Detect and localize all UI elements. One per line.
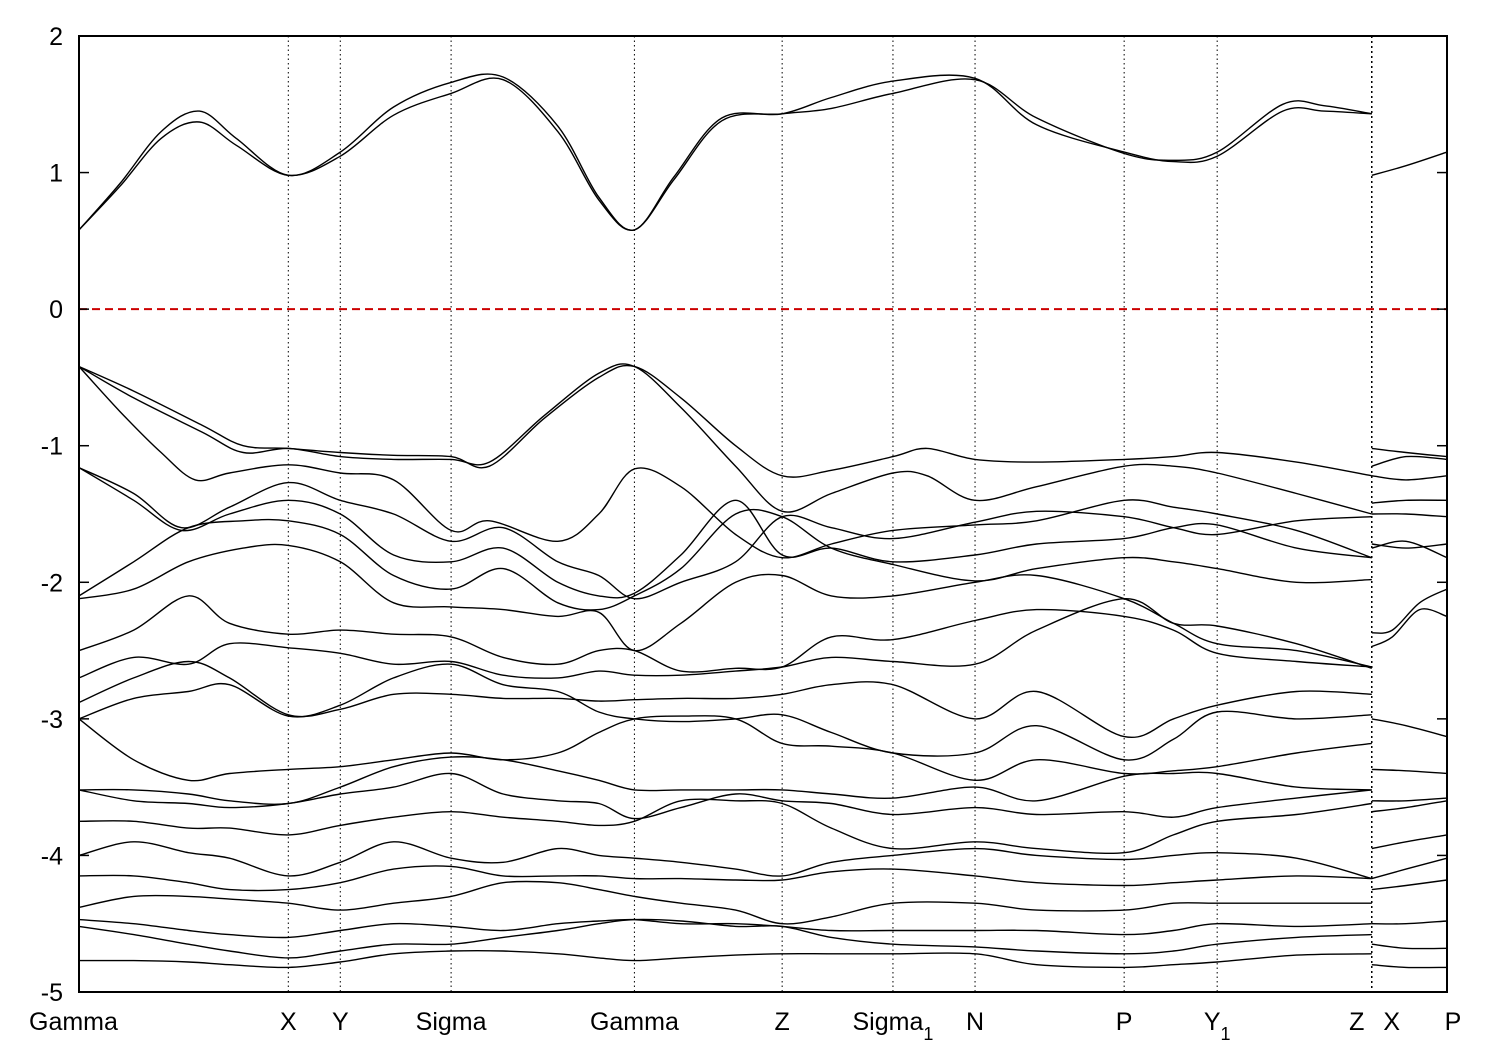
x-tick-label: Gamma — [29, 1008, 118, 1036]
x-tick-label: N — [966, 1008, 984, 1036]
band-line — [1371, 455, 1448, 467]
band-line — [78, 880, 1372, 925]
x-axis-ticks: Gamma X Y Sigma Gamma Z Sigma1 N P Y1 Z X P — [29, 1008, 1461, 1044]
band-line — [1371, 543, 1448, 549]
y-tick-label: 1 — [49, 160, 63, 188]
band-line — [78, 466, 1372, 600]
band-line — [78, 663, 1372, 761]
band-line — [78, 918, 1372, 959]
x-tick-label: Y1 — [1204, 1008, 1231, 1044]
band-line — [78, 798, 1372, 855]
band-line — [1371, 943, 1448, 950]
x-tick-label: X — [1383, 1008, 1400, 1036]
band-line — [78, 77, 1372, 231]
band-line — [1371, 964, 1448, 969]
band-line — [78, 363, 1372, 515]
x-tick-label: Z — [775, 1008, 790, 1036]
band-line — [1371, 768, 1448, 775]
band-line — [1371, 151, 1448, 176]
y-tick-label: -4 — [41, 842, 63, 870]
band-line — [1371, 447, 1448, 458]
band-line — [1371, 499, 1448, 504]
x-tick-label: Z — [1349, 1008, 1364, 1036]
x-tick-label: Sigma — [416, 1008, 487, 1036]
band-line — [1371, 540, 1448, 559]
x-tick-label: P — [1116, 1008, 1133, 1036]
band-line — [1371, 834, 1448, 850]
plot-frame — [78, 35, 1448, 993]
y-tick-label: 0 — [49, 296, 63, 324]
x-tick-label: P — [1445, 1008, 1462, 1036]
x-tick-label: Y — [332, 1008, 349, 1036]
band-line — [78, 950, 1372, 969]
band-line — [78, 595, 1372, 673]
band-line — [1371, 800, 1448, 813]
y-tick-label: -2 — [41, 569, 63, 597]
band-line — [1371, 797, 1448, 802]
y-tick-label: -3 — [41, 706, 63, 734]
band-line — [78, 597, 1373, 679]
y-tick-label: -1 — [41, 433, 63, 461]
band-line — [78, 508, 1372, 611]
band-line — [1371, 475, 1448, 481]
band-line — [1371, 608, 1448, 648]
band-line — [1371, 718, 1448, 738]
x-tick-label: X — [280, 1008, 297, 1036]
band-series — [78, 73, 1448, 969]
y-axis-ticks: 2 1 0 -1 -2 -3 -4 -5 — [41, 23, 1447, 1007]
band-line — [78, 865, 1372, 892]
band-line — [78, 366, 1373, 559]
y-tick-label: 2 — [49, 23, 63, 51]
band-line — [78, 772, 1372, 820]
band-line — [78, 841, 1372, 880]
band-line — [78, 73, 1372, 231]
x-tick-label: Gamma — [590, 1008, 679, 1036]
band-line — [78, 660, 1372, 739]
band-line — [1371, 857, 1448, 880]
band-line — [78, 543, 1372, 668]
band-line — [1371, 920, 1448, 925]
band-line — [78, 466, 1372, 599]
band-line — [1371, 513, 1448, 518]
band-line — [78, 918, 1372, 939]
band-line — [1371, 879, 1448, 891]
x-tick-label: Sigma1 — [853, 1008, 934, 1044]
y-tick-label: -5 — [41, 979, 63, 1007]
band-line — [1371, 588, 1448, 634]
